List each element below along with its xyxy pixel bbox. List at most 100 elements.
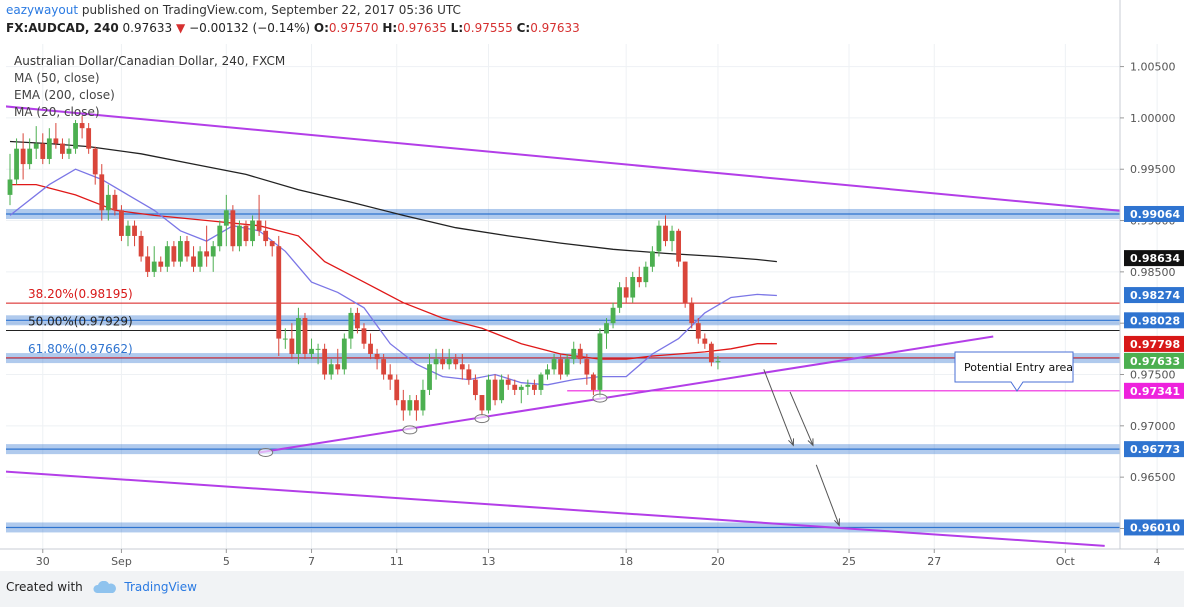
trendline: [6, 105, 1120, 212]
candle-body: [7, 179, 13, 195]
candle-body: [682, 261, 688, 303]
price-tag-box: [1124, 441, 1184, 458]
candle-body: [400, 400, 406, 411]
candle-body: [669, 230, 675, 242]
fib-level-label: 61.80%(0.97662): [28, 342, 133, 356]
price-tag-label: 0.97633: [1130, 355, 1180, 368]
candle-body: [473, 379, 478, 396]
price-tick-label: 0.97500: [1130, 369, 1176, 382]
candle-body: [66, 148, 72, 154]
footer-bar: [0, 571, 1184, 607]
candle-body: [446, 359, 452, 365]
price-tag-box: [1124, 335, 1184, 352]
candle-body: [138, 235, 144, 257]
candle-body: [486, 379, 491, 411]
legend-title: Australian Dollar/Canadian Dollar, 240, …: [14, 54, 285, 68]
candle-body: [368, 343, 373, 354]
candle-body: [315, 348, 321, 350]
candle-body: [184, 241, 190, 257]
candle-body: [394, 379, 400, 401]
projection-arrow: [789, 391, 814, 446]
time-tick-label: 30: [36, 555, 50, 568]
open-value: 0.97570: [328, 21, 379, 35]
candle-body: [427, 364, 432, 390]
low-value: 0.97555: [463, 21, 513, 35]
time-axis: 30 Sep 5 7 11 13 18 20 25 27 Oct 4: [36, 549, 1161, 568]
price-tag-label: 0.96010: [1130, 521, 1180, 534]
candle-body: [479, 395, 485, 411]
candle-body: [708, 343, 714, 363]
candle-body: [335, 364, 341, 370]
price-tick-label: 0.96500: [1130, 471, 1176, 484]
candle-body: [518, 386, 524, 390]
candle-body: [263, 230, 269, 242]
footer: Created with TradingView: [6, 580, 197, 595]
projection-arrow: [763, 369, 794, 446]
candle-body: [27, 148, 33, 165]
candle-body: [119, 210, 124, 236]
price-tag-label: 0.98274: [1130, 289, 1180, 302]
candle-body: [499, 379, 505, 401]
candle-body: [282, 338, 288, 340]
candle-body: [387, 374, 393, 380]
price-tag-box: [1124, 287, 1184, 304]
candle-body: [223, 210, 229, 226]
time-tick-label: 20: [711, 555, 725, 568]
candle-body: [145, 256, 151, 272]
touch-point-marker: [402, 425, 418, 435]
candle-body: [250, 220, 255, 242]
price-tag-label: 0.98028: [1130, 314, 1180, 327]
price-tag-box: [1124, 382, 1184, 399]
price-tick-label: 1.00500: [1130, 61, 1176, 74]
price-tag-box: [1124, 312, 1184, 329]
candle-body: [125, 225, 131, 236]
candle-body: [577, 348, 583, 360]
candle-body: [348, 312, 354, 339]
candle-body: [309, 348, 314, 354]
candle-body: [217, 225, 223, 247]
candle-body: [112, 194, 118, 211]
price-tick-label: 0.98500: [1130, 266, 1176, 279]
candle-body: [433, 359, 439, 365]
time-tick-label: Sep: [111, 555, 132, 568]
candle-body: [420, 389, 426, 411]
time-tick-label: Oct: [1056, 555, 1076, 568]
touch-point-marker: [592, 393, 608, 403]
time-tick-label: 5: [223, 555, 230, 568]
symbol-label: FX:AUDCAD, 240: [6, 21, 119, 35]
time-tick-label: 4: [1154, 555, 1161, 568]
candle-body: [414, 400, 419, 411]
price-tag-label: 0.96773: [1130, 443, 1180, 456]
candle-body: [453, 359, 459, 365]
price-tick-label: 0.97000: [1130, 420, 1176, 433]
price-tick-label: 0.99500: [1130, 163, 1176, 176]
time-tick-label: 25: [842, 555, 856, 568]
author-link[interactable]: eazywayout: [6, 3, 79, 17]
candle-body: [92, 148, 98, 175]
candle-body: [407, 400, 413, 411]
tradingview-brand-link[interactable]: TradingView: [124, 580, 197, 594]
candle-body: [73, 123, 78, 149]
candle-body: [689, 302, 695, 324]
candle-body: [630, 276, 636, 298]
last-price: 0.97633: [122, 21, 173, 35]
open-label: O:: [313, 21, 329, 35]
candle-body: [151, 261, 157, 272]
time-tick-label: 7: [308, 555, 315, 568]
candle-body: [99, 174, 105, 211]
candle-body: [702, 338, 708, 344]
indicator-line: [9, 140, 777, 263]
candle-body: [590, 374, 596, 390]
annotation-text: Potential Entry area: [964, 361, 1073, 374]
candle-body: [237, 225, 242, 247]
candle-body: [715, 361, 721, 363]
chart-legend: Australian Dollar/Canadian Dollar, 240, …: [14, 54, 285, 119]
price-tag-box: [1124, 352, 1184, 369]
fib-level-label: 38.20%(0.98195): [28, 287, 133, 301]
candle-body: [355, 312, 360, 329]
trendline: [258, 335, 994, 454]
annotation-callout: [954, 351, 1074, 392]
candle-body: [105, 194, 111, 211]
